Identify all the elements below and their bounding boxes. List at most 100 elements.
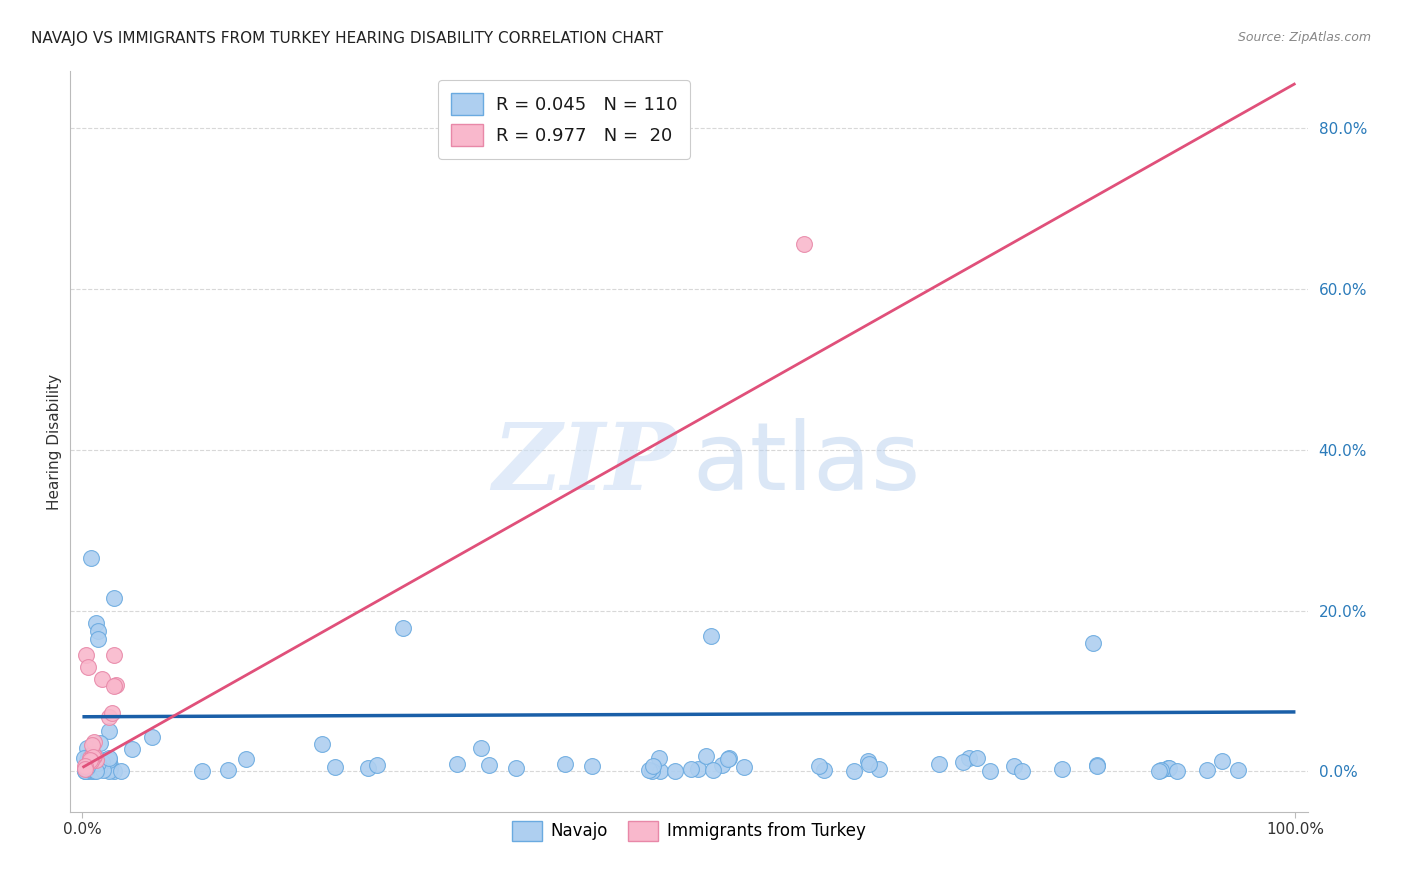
Point xyxy=(83,762,105,776)
Point xyxy=(97,751,120,765)
Point xyxy=(75,648,97,662)
Point xyxy=(76,753,98,767)
Point xyxy=(77,760,100,774)
Point xyxy=(84,615,107,630)
Point xyxy=(86,762,108,776)
Point xyxy=(79,750,101,764)
Point xyxy=(1050,762,1073,776)
Point xyxy=(808,759,831,773)
Point xyxy=(1195,764,1218,778)
Legend: Navajo, Immigrants from Turkey: Navajo, Immigrants from Turkey xyxy=(506,814,872,847)
Point xyxy=(641,764,664,778)
Point xyxy=(446,757,468,772)
Point xyxy=(75,764,97,778)
Point xyxy=(366,758,388,772)
Point xyxy=(793,237,815,252)
Point xyxy=(686,763,709,777)
Point xyxy=(103,591,125,606)
Y-axis label: Hearing Disability: Hearing Disability xyxy=(46,374,62,509)
Point xyxy=(979,764,1001,778)
Point xyxy=(76,763,98,777)
Point xyxy=(84,764,107,778)
Point xyxy=(470,740,492,755)
Point xyxy=(93,753,115,767)
Point xyxy=(83,764,105,778)
Point xyxy=(82,764,104,778)
Point xyxy=(643,759,665,773)
Point xyxy=(87,632,110,646)
Point xyxy=(76,760,98,774)
Point xyxy=(91,672,114,686)
Point xyxy=(1011,764,1033,778)
Point xyxy=(79,761,101,775)
Point xyxy=(80,760,103,774)
Point xyxy=(554,757,576,772)
Point xyxy=(76,759,98,773)
Point xyxy=(89,736,111,750)
Point xyxy=(110,764,132,778)
Text: NAVAJO VS IMMIGRANTS FROM TURKEY HEARING DISABILITY CORRELATION CHART: NAVAJO VS IMMIGRANTS FROM TURKEY HEARING… xyxy=(31,31,664,46)
Point xyxy=(650,764,672,778)
Point xyxy=(104,678,127,692)
Point xyxy=(80,551,103,566)
Point xyxy=(311,737,333,751)
Point xyxy=(217,764,239,778)
Point xyxy=(391,621,413,635)
Point xyxy=(637,763,659,777)
Point xyxy=(82,747,104,761)
Point xyxy=(664,764,686,778)
Point xyxy=(648,751,671,765)
Point xyxy=(581,758,603,772)
Point xyxy=(1150,763,1173,777)
Text: ZIP: ZIP xyxy=(492,418,676,508)
Point xyxy=(868,763,890,777)
Point xyxy=(90,755,112,769)
Point xyxy=(858,756,880,771)
Point xyxy=(87,624,110,638)
Point xyxy=(82,739,104,753)
Point xyxy=(84,756,107,770)
Point xyxy=(83,761,105,775)
Point xyxy=(121,741,143,756)
Point xyxy=(76,760,98,774)
Point xyxy=(1157,760,1180,774)
Point xyxy=(79,751,101,765)
Point xyxy=(87,756,110,770)
Point xyxy=(80,747,103,761)
Point xyxy=(700,629,723,643)
Point xyxy=(101,706,124,721)
Point xyxy=(505,761,527,775)
Point xyxy=(702,763,724,777)
Point xyxy=(98,758,121,772)
Point xyxy=(1211,754,1233,768)
Point xyxy=(80,762,103,776)
Point xyxy=(83,748,105,763)
Point xyxy=(695,749,717,764)
Point xyxy=(77,764,100,778)
Point xyxy=(1002,759,1025,773)
Point xyxy=(718,750,741,764)
Point xyxy=(84,758,107,772)
Point xyxy=(73,762,96,776)
Point xyxy=(73,764,96,778)
Point xyxy=(80,754,103,768)
Point xyxy=(93,759,115,773)
Point xyxy=(679,763,702,777)
Point xyxy=(76,741,98,756)
Point xyxy=(1085,758,1108,772)
Point xyxy=(75,764,97,778)
Point xyxy=(77,764,100,778)
Point xyxy=(478,758,501,772)
Point xyxy=(77,749,100,764)
Point xyxy=(966,751,988,765)
Point xyxy=(842,764,865,778)
Point xyxy=(957,750,980,764)
Point xyxy=(1157,761,1180,775)
Point xyxy=(1166,764,1188,778)
Point xyxy=(710,757,733,772)
Point xyxy=(98,724,121,739)
Point xyxy=(98,762,121,776)
Text: atlas: atlas xyxy=(692,417,921,509)
Point xyxy=(91,764,114,778)
Point xyxy=(928,757,950,772)
